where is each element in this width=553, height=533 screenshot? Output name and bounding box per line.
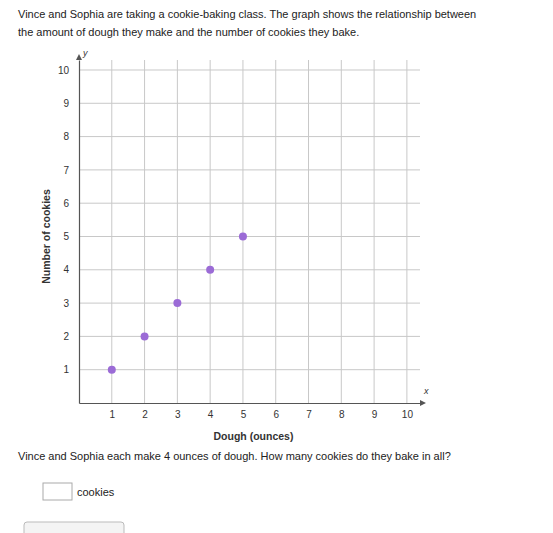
grid-line-y: [79, 169, 420, 170]
grid-line-y: [79, 136, 420, 137]
tick-label: 2: [63, 331, 69, 342]
grid-line-y: [79, 369, 420, 370]
point: [239, 232, 247, 240]
tick-label: 3: [175, 409, 181, 420]
tick: 7: [306, 403, 312, 420]
x-axis: 1 2 3 4 5 6 7 8 9 10: [80, 403, 421, 420]
y-arrow: [76, 54, 82, 60]
intro-line: Vince and Sophia are taking a cookie-bak…: [18, 8, 476, 20]
grid-line-x: [406, 60, 407, 403]
grid-line-y: [79, 103, 420, 104]
grid-line-x: [374, 60, 375, 403]
tick-label: 10: [402, 409, 414, 420]
tick: 2: [63, 331, 79, 342]
tick-label: 6: [63, 198, 69, 209]
tick: 7: [63, 165, 79, 176]
point: [173, 299, 181, 307]
tick-label: 1: [110, 409, 116, 420]
axis-line: [80, 403, 421, 404]
tick-label: 3: [63, 298, 69, 309]
tick-label: 5: [241, 409, 247, 420]
y-axis-letter: y: [82, 48, 88, 58]
tick: 9: [63, 98, 79, 109]
tick-label: 4: [208, 409, 214, 420]
grid: [79, 60, 420, 403]
grid-line-x: [144, 60, 145, 403]
points: [108, 232, 247, 373]
grid-line-x: [210, 60, 211, 403]
grid-line-y: [79, 236, 420, 237]
grid-line-y: [79, 203, 420, 204]
tick-label: 7: [306, 409, 312, 420]
tick: 1: [110, 403, 116, 420]
tick: 9: [372, 403, 378, 420]
grid-line-x: [308, 60, 309, 403]
tick: 5: [241, 403, 247, 420]
tick: 6: [273, 403, 279, 420]
tick-label: 4: [63, 264, 69, 275]
tick: 4: [63, 264, 79, 275]
grid-line-x: [111, 60, 112, 403]
submit-button[interactable]: [24, 522, 124, 533]
intro-line: the amount of dough they make and the nu…: [18, 26, 359, 38]
tick: 3: [63, 298, 79, 309]
x-axis-title: Dough (ounces): [214, 430, 294, 442]
grid-line-x: [341, 60, 342, 403]
grid-line-x: [242, 60, 243, 403]
tick-label: 6: [273, 409, 279, 420]
tick: 4: [208, 403, 214, 420]
grid-line-x: [275, 60, 276, 403]
y-axis: 1 2 3 4 5 6 7 8 9 10: [58, 61, 80, 404]
point: [141, 332, 149, 340]
grid-line-x: [177, 60, 178, 403]
tick: 10: [402, 403, 414, 420]
grid-line-y: [79, 303, 420, 304]
point: [206, 266, 214, 274]
x-arrow: [420, 400, 426, 406]
point: [108, 366, 116, 374]
tick-label: 9: [63, 98, 69, 109]
tick-label: 9: [372, 409, 378, 420]
tick: 1: [63, 364, 79, 375]
y-axis-title: Number of cookies: [40, 189, 52, 284]
tick: 8: [339, 403, 345, 420]
tick-label: 8: [339, 409, 345, 420]
tick-label: 2: [142, 409, 148, 420]
tick-label: 7: [63, 165, 69, 176]
grid-line-y: [79, 69, 420, 70]
question: Vince and Sophia each make 4 ounces of d…: [18, 450, 451, 462]
page: Vince and Sophia are taking a cookie-bak…: [0, 0, 553, 533]
tick: 6: [63, 198, 79, 209]
tick: 2: [142, 403, 148, 420]
tick: 5: [63, 231, 79, 242]
answer-unit: cookies: [77, 486, 115, 498]
axis-line: [79, 61, 80, 404]
tick: 10: [58, 65, 79, 76]
tick: 3: [175, 403, 181, 420]
answer-box[interactable]: [43, 483, 72, 500]
grid-line-y: [79, 269, 420, 270]
tick-label: 8: [63, 131, 69, 142]
x-axis-letter: x: [423, 386, 429, 396]
tick: 8: [63, 131, 79, 142]
tick-label: 5: [63, 231, 69, 242]
grid-line-y: [79, 336, 420, 337]
tick-label: 1: [63, 364, 69, 375]
tick-label: 10: [58, 65, 70, 76]
